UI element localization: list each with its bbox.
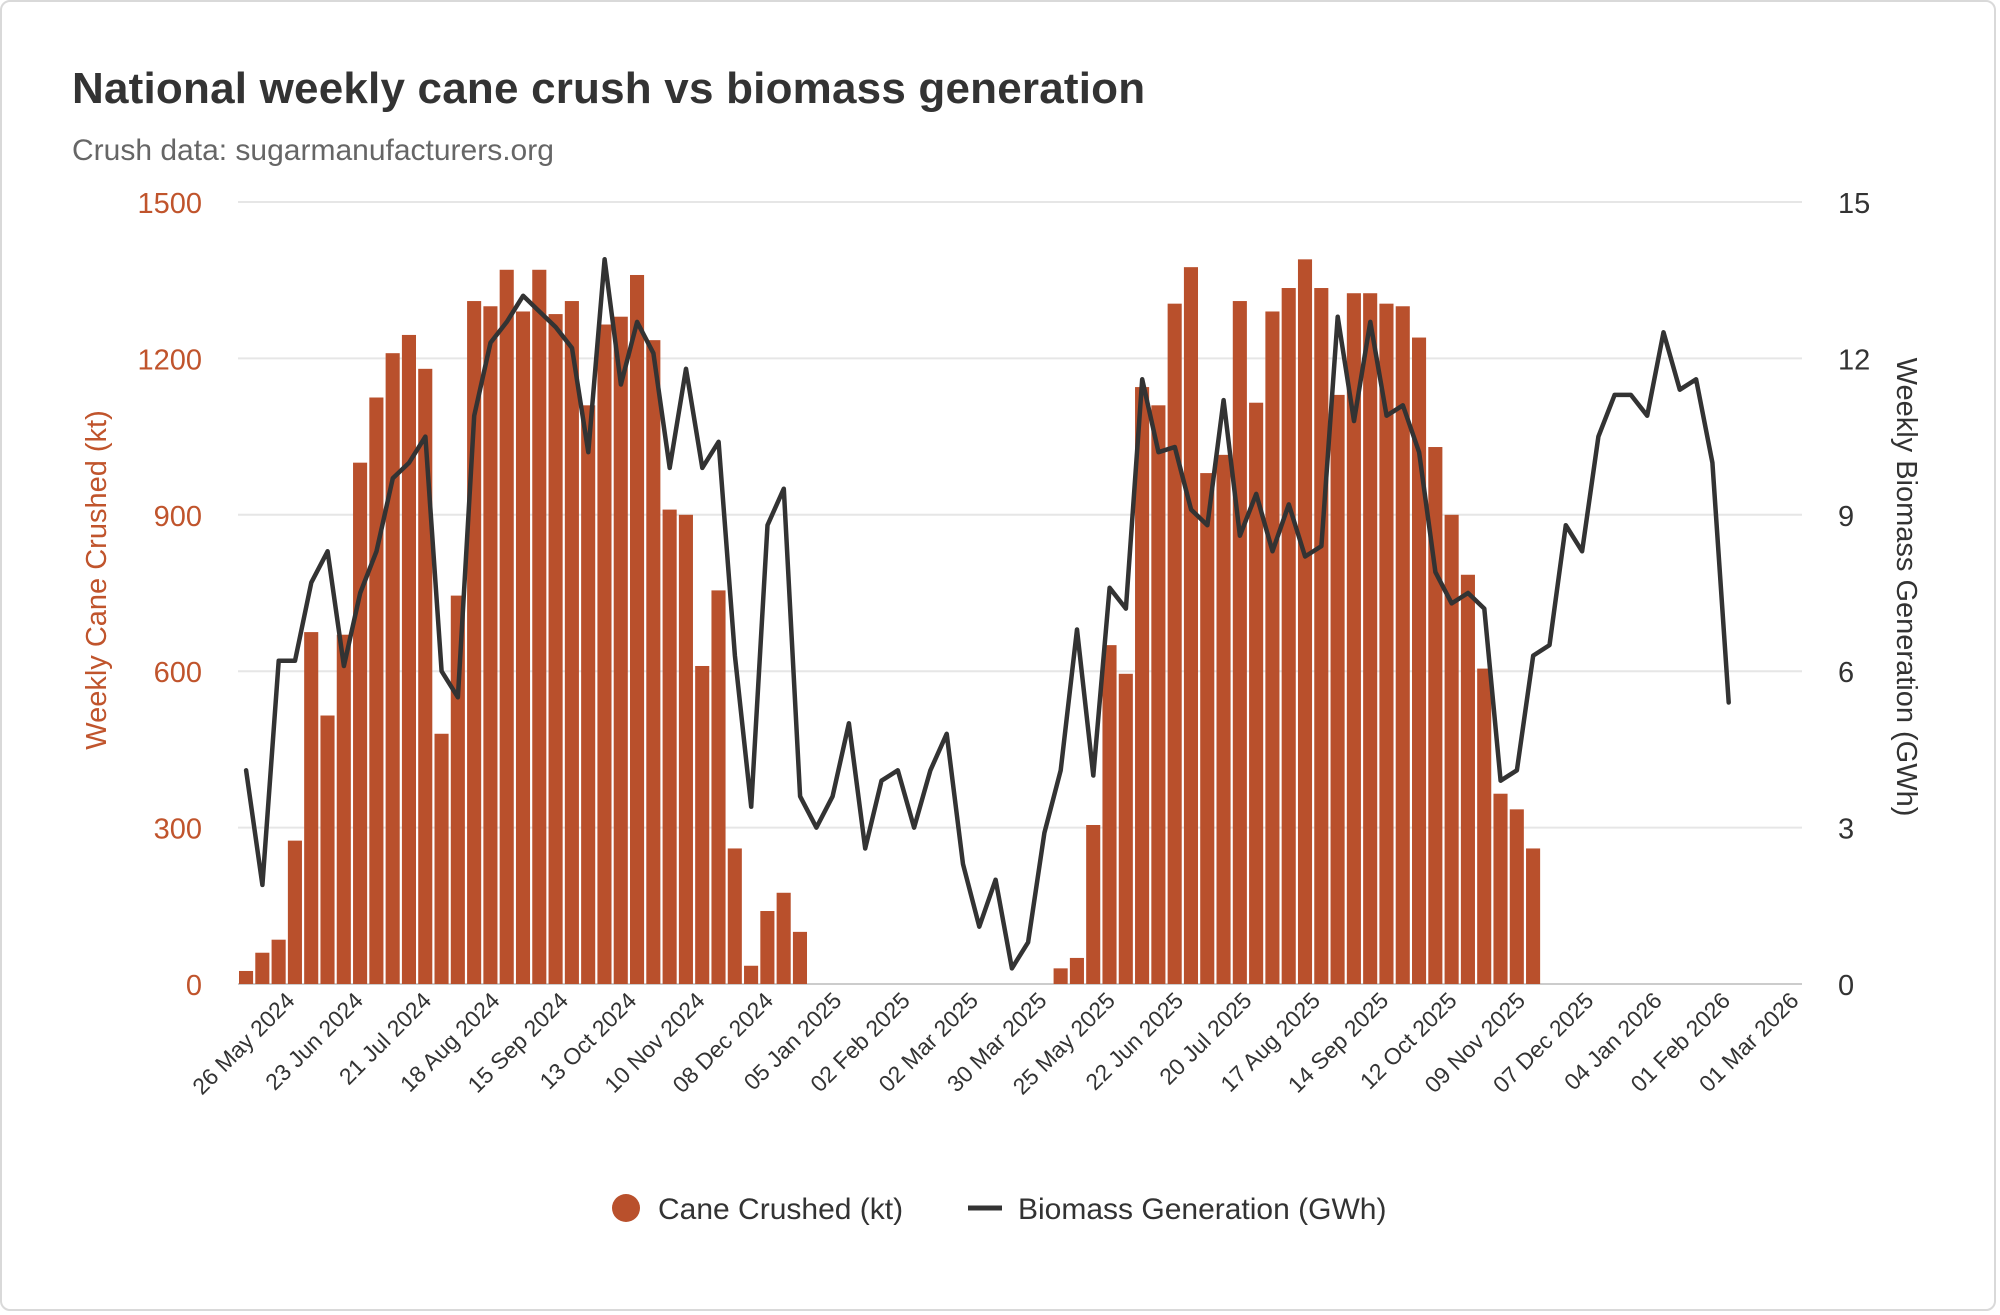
bar — [1200, 473, 1215, 984]
bar — [353, 462, 368, 985]
legend: Cane Crushed (kt) Biomass Generation (GW… — [612, 1193, 1386, 1226]
bar — [1151, 405, 1166, 984]
bar — [401, 334, 417, 984]
bar — [1444, 514, 1459, 984]
bar — [1102, 645, 1117, 984]
bar — [239, 970, 254, 984]
bar — [385, 353, 400, 985]
bar — [564, 301, 579, 984]
bar — [1086, 824, 1101, 984]
bar — [1460, 574, 1475, 984]
bar — [1232, 301, 1247, 984]
bar — [1493, 793, 1508, 984]
right-tick-label: 15 — [1838, 188, 1870, 220]
bar — [646, 340, 661, 984]
bar — [1069, 957, 1084, 984]
bar — [320, 715, 335, 984]
bar — [1167, 303, 1182, 984]
bar — [744, 965, 759, 984]
bar — [630, 274, 645, 984]
right-tick-label: 0 — [1838, 970, 1854, 1002]
bar — [1526, 848, 1541, 984]
bar — [1509, 809, 1524, 984]
chart-subtitle: Crush data: sugarmanufacturers.org — [72, 134, 554, 167]
right-axis-title: Weekly Biomass Generation (GWh) — [1890, 358, 1922, 817]
bar — [1297, 259, 1313, 984]
bar — [1249, 402, 1264, 984]
bar — [255, 952, 270, 984]
legend-label-cane-crushed: Cane Crushed (kt) — [658, 1193, 903, 1226]
bar — [695, 665, 710, 984]
bar — [1314, 288, 1329, 984]
bar — [1265, 311, 1280, 985]
chart-title: National weekly cane crush vs biomass ge… — [72, 64, 1146, 113]
bar — [1330, 394, 1345, 985]
bar — [1379, 303, 1394, 984]
bar — [1281, 288, 1296, 984]
bar — [1363, 293, 1378, 984]
left-axis-title: Weekly Cane Crushed (kt) — [81, 410, 113, 750]
bar — [287, 840, 302, 984]
right-tick-label: 3 — [1838, 814, 1854, 846]
right-tick-label: 12 — [1838, 344, 1870, 376]
left-tick-label: 900 — [154, 501, 202, 533]
bar-series — [239, 259, 1541, 985]
bar — [418, 368, 433, 984]
bar — [597, 324, 612, 985]
bar — [499, 269, 514, 985]
bar — [1412, 337, 1427, 985]
left-tick-label: 1200 — [137, 344, 202, 376]
bar — [1477, 668, 1492, 984]
bar — [1216, 454, 1231, 984]
bar — [1135, 387, 1150, 984]
bar — [792, 931, 808, 984]
bar — [548, 314, 563, 984]
line-series — [243, 257, 1731, 971]
bar — [450, 595, 465, 984]
bar — [532, 269, 547, 985]
bar — [1053, 968, 1068, 984]
legend-item-cane-crushed[interactable]: Cane Crushed (kt) — [612, 1193, 903, 1226]
gridlines — [238, 201, 1802, 985]
bar — [776, 892, 791, 984]
right-tick-label: 6 — [1838, 657, 1854, 689]
left-tick-label: 0 — [186, 970, 202, 1002]
bar — [434, 733, 449, 984]
bar — [1118, 673, 1133, 984]
bar — [271, 939, 286, 984]
left-tick-label: 1500 — [137, 188, 202, 220]
bar — [1395, 306, 1410, 984]
right-tick-label: 9 — [1838, 501, 1854, 533]
bar — [678, 514, 693, 984]
bar — [1346, 293, 1361, 984]
bar — [662, 509, 677, 984]
bar — [1183, 267, 1199, 985]
bar — [581, 405, 596, 984]
bar — [336, 634, 351, 984]
left-tick-label: 600 — [154, 657, 202, 689]
biomass-line — [243, 257, 1731, 971]
legend-bar-swatch — [612, 1194, 640, 1222]
legend-item-biomass[interactable]: Biomass Generation (GWh) — [968, 1193, 1386, 1226]
bar — [304, 632, 319, 984]
left-tick-label: 300 — [154, 814, 202, 846]
bar — [515, 311, 531, 985]
bar — [613, 316, 628, 984]
bar — [727, 848, 742, 984]
bar — [711, 590, 726, 984]
legend-label-biomass: Biomass Generation (GWh) — [1018, 1193, 1386, 1226]
bar — [369, 397, 384, 984]
bar — [483, 306, 498, 984]
bar — [760, 911, 775, 984]
